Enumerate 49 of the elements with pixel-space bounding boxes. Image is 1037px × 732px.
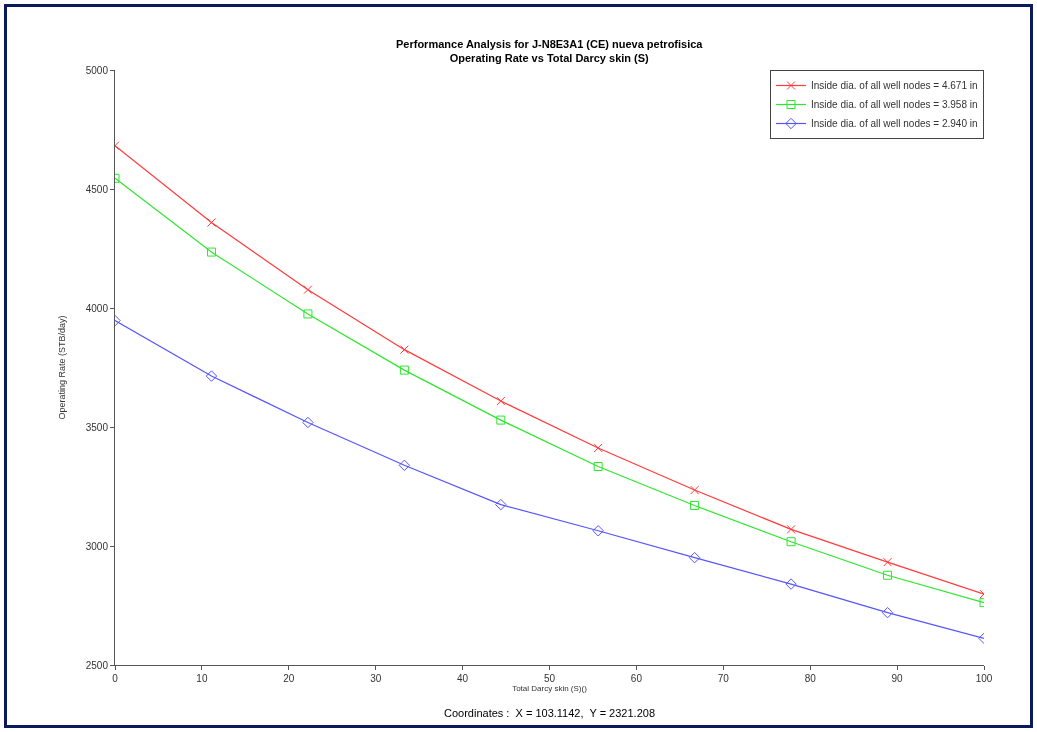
y-tick-label: 2500 — [85, 659, 109, 671]
point — [593, 462, 603, 472]
point — [785, 578, 797, 590]
point — [881, 606, 894, 619]
x-tick-label: 50 — [543, 673, 556, 684]
point — [495, 498, 507, 511]
point — [688, 551, 701, 564]
point — [496, 415, 506, 425]
point — [206, 218, 216, 228]
y-axis-title: Operating Rate (STB/day) — [57, 315, 68, 420]
point — [883, 570, 893, 580]
x-axis-title: Total Darcy skin (S)() — [512, 684, 588, 694]
chart-subtitle: Operating Rate vs Total Darcy skin (S) — [449, 52, 650, 65]
point — [303, 285, 313, 295]
point — [398, 459, 411, 472]
point — [205, 370, 218, 382]
x-tick-label: 80 — [804, 673, 817, 684]
chart-title: Performance Analysis for J-N8E3A1 (CE) nueva petrofisica — [396, 38, 704, 50]
point — [399, 365, 409, 375]
y-tick-label: 3500 — [85, 421, 109, 433]
point — [302, 416, 314, 429]
x-tick-label: 10 — [196, 673, 208, 684]
x-tick-label: 70 — [717, 673, 730, 684]
y-tick-label: 4000 — [85, 302, 109, 314]
y-tick-label: 3000 — [85, 540, 109, 552]
x-tick-label: 20 — [283, 673, 295, 684]
y-tick-label: 5000 — [85, 64, 109, 76]
point — [206, 247, 216, 257]
x-tick-label: 100 — [975, 673, 993, 684]
point — [593, 443, 603, 453]
point — [690, 485, 700, 495]
x-tick-label: 90 — [891, 673, 904, 684]
legend-label: Inside dia. of all well nodes = 4.671 in — [811, 80, 978, 92]
x-tick-label: 0 — [112, 673, 119, 684]
point — [883, 557, 893, 567]
x-tick-label: 60 — [630, 673, 643, 684]
x-tick-label: 30 — [370, 673, 382, 684]
legend-label: Inside dia. of all well nodes = 2.940 in — [811, 118, 978, 130]
point — [786, 524, 796, 534]
point — [496, 396, 506, 406]
point — [399, 345, 409, 355]
text: Coordinates : X = 103.1142, Y = 2321.208 — [444, 707, 655, 719]
legend-label: Inside dia. of all well nodes = 3.958 in — [811, 99, 978, 111]
point — [690, 501, 700, 511]
x-tick-label: 40 — [457, 673, 469, 684]
point — [303, 309, 313, 319]
y-tick-label: 4500 — [85, 183, 109, 195]
point — [592, 525, 604, 537]
point — [786, 537, 796, 547]
